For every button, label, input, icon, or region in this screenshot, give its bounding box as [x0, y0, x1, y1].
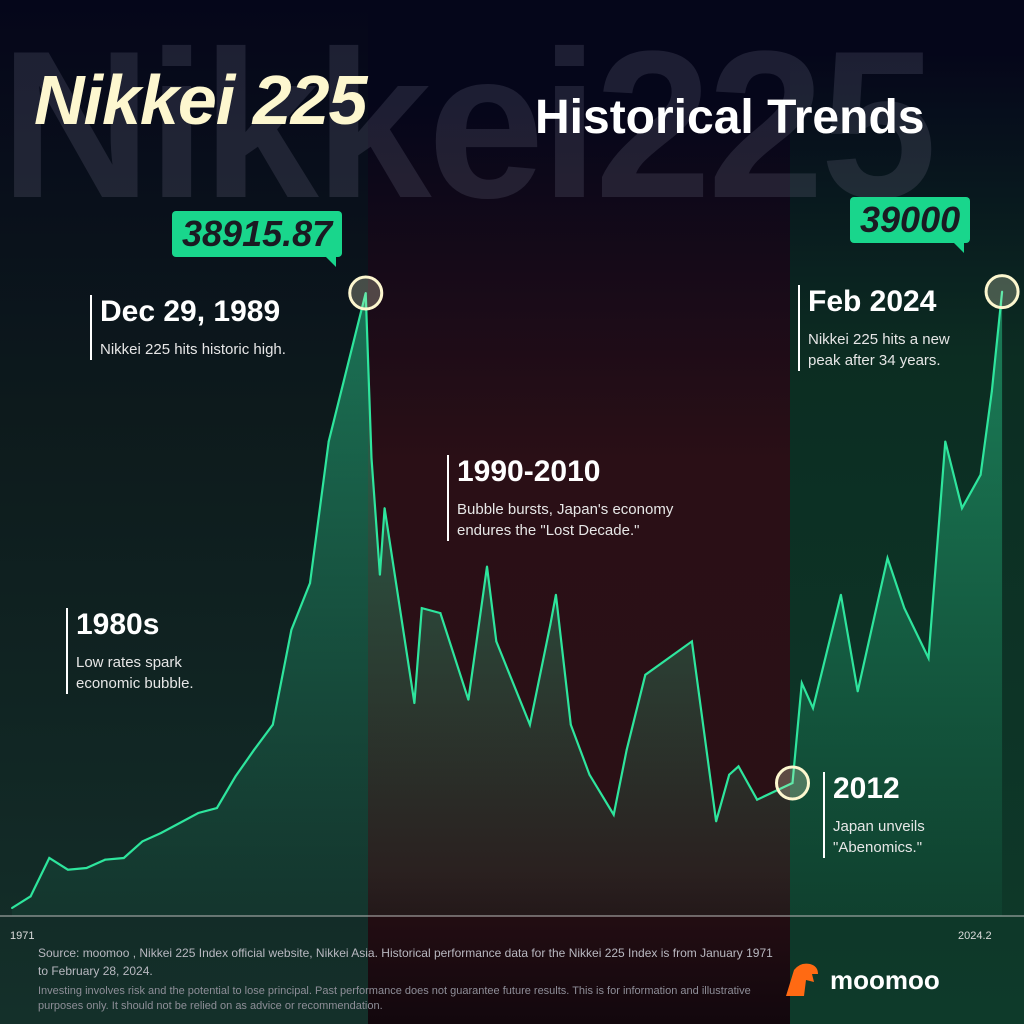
x-tick-start: 1971 [10, 930, 35, 942]
annotation-text: Nikkei 225 hits a new peak after 34 year… [808, 331, 950, 369]
data-point [690, 640, 693, 643]
annotation-title: Dec 29, 1989 [100, 295, 281, 328]
data-point [612, 813, 615, 816]
annotation-2012: 2012 Japan unveils "Abenomics." [823, 772, 925, 858]
data-point [467, 698, 470, 701]
data-point [370, 457, 373, 460]
data-point [927, 657, 930, 660]
data-point [383, 507, 386, 510]
data-point [378, 573, 381, 576]
data-point [197, 812, 200, 815]
annotation-1990-2010: 1990-2010 Bubble bursts, Japan's economy … [447, 455, 673, 541]
data-point [528, 723, 531, 726]
data-point [886, 557, 889, 560]
data-point [569, 723, 572, 726]
bull-icon [786, 963, 818, 996]
data-point [439, 612, 442, 615]
data-point [122, 857, 125, 860]
data-point [327, 440, 330, 443]
moomoo-logo: moomoo [782, 962, 940, 998]
annotation-1980s: 1980s Low rates spark economic bubble. [66, 608, 194, 694]
data-point [644, 673, 647, 676]
data-point [141, 840, 144, 843]
data-point [11, 907, 13, 909]
data-point [215, 807, 218, 810]
highlight-marker [775, 765, 811, 801]
data-point [253, 748, 256, 751]
x-tick-end: 2024.2 [958, 930, 992, 942]
brand-name: moomoo [830, 964, 940, 995]
data-point [961, 507, 964, 510]
annotation-title: 2012 [833, 772, 900, 805]
annotation-text: Japan unveils "Abenomics." [833, 818, 925, 856]
data-point [234, 775, 237, 778]
annotation-text: Low rates spark economic bubble. [76, 654, 194, 692]
data-point [856, 690, 859, 693]
data-point [290, 628, 293, 631]
data-point [737, 765, 740, 768]
source-note: Source: moomoo , Nikkei 225 Index offici… [38, 946, 773, 978]
data-point [979, 473, 982, 476]
data-point [811, 707, 814, 710]
data-point [588, 773, 591, 776]
data-point [990, 390, 993, 393]
title: Nikkei 225 [34, 61, 367, 139]
data-point [420, 607, 423, 610]
data-point [85, 867, 88, 870]
data-point [756, 798, 759, 801]
data-point [549, 623, 552, 626]
data-point [903, 607, 906, 610]
data-point [104, 858, 107, 861]
data-point [495, 640, 498, 643]
annotation-title: 1990-2010 [457, 455, 601, 488]
annotation-title: 1980s [76, 608, 160, 641]
data-point [271, 723, 274, 726]
data-point [625, 748, 628, 751]
highlight-marker [984, 274, 1020, 310]
highlight-marker [348, 275, 384, 311]
data-point [486, 565, 489, 568]
data-point [364, 291, 367, 294]
annotation-text: Bubble bursts, Japan's economy endures t… [457, 501, 674, 539]
data-point [29, 895, 32, 898]
subtitle: Historical Trends [535, 91, 925, 144]
series-line [11, 291, 1004, 909]
data-point [1001, 290, 1004, 293]
data-point [944, 440, 947, 443]
peak-1989-label: 38915.87 [172, 211, 343, 267]
data-point [715, 820, 718, 823]
annotation-2024: Feb 2024 Nikkei 225 hits a new peak after… [798, 285, 950, 371]
data-point [160, 832, 163, 835]
data-point [178, 822, 181, 825]
data-point [791, 782, 794, 785]
data-point [48, 857, 51, 860]
annotation-1989: Dec 29, 1989 Nikkei 225 hits historic hig… [90, 295, 286, 360]
disclaimer: Investing involves risk and the potentia… [38, 985, 751, 1012]
data-point [728, 773, 731, 776]
data-point [309, 582, 312, 585]
data-point [800, 682, 803, 685]
annotation-text: Nikkei 225 hits historic high. [100, 341, 286, 358]
data-point [413, 702, 416, 705]
data-point [554, 593, 557, 596]
peak-2024-label: 39000 [850, 197, 971, 253]
data-point [839, 593, 842, 596]
data-point [66, 868, 69, 871]
area-fill [12, 291, 1003, 917]
watermark-text: Nikkei225 [0, 7, 937, 242]
annotation-title: Feb 2024 [808, 285, 937, 318]
